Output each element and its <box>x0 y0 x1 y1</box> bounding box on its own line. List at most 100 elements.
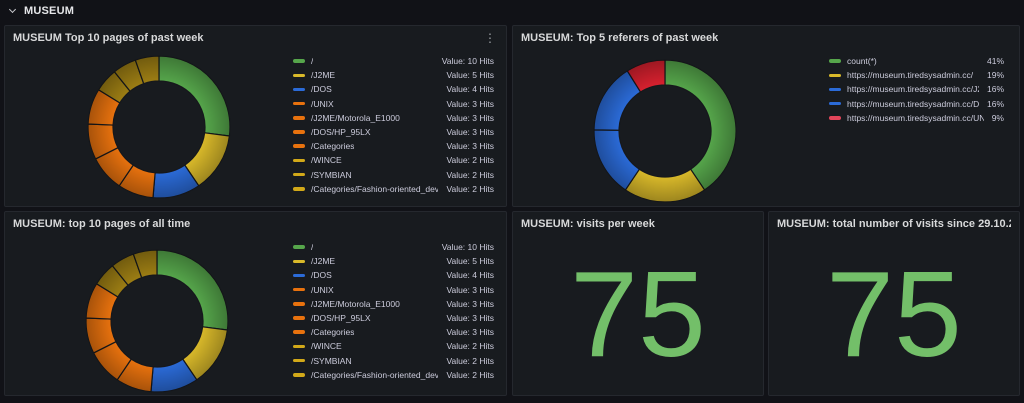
legend-value: Value: 2 Hits <box>446 341 494 352</box>
legend-item[interactable]: /J2ME Value: 5 Hits <box>293 68 494 82</box>
legend-label[interactable]: /J2ME <box>311 70 336 81</box>
legend-label[interactable]: /SYMBIAN <box>311 169 352 180</box>
panel-header[interactable]: MUSEUM: Top 5 referers of past week <box>513 26 1019 50</box>
legend-value: Value: 2 Hits <box>446 155 494 166</box>
legend-label[interactable]: https://museum.tiredsysadmin.cc/J2ME <box>847 84 979 95</box>
legend-item[interactable]: /UNIX Value: 3 Hits <box>293 97 494 111</box>
legend-swatch-icon <box>293 116 305 120</box>
legend-label[interactable]: /WINCE <box>311 155 342 166</box>
donut-slice[interactable] <box>158 55 231 137</box>
legend-swatch-icon <box>829 116 841 120</box>
legend-value: Value: 3 Hits <box>446 298 494 309</box>
legend-value: Value: 5 Hits <box>446 70 494 81</box>
donut-chart <box>83 247 231 395</box>
legend-swatch-icon <box>293 344 305 349</box>
legend-swatch-icon <box>293 158 305 163</box>
chart-legend: / Value: 10 Hits/J2ME Value: 5 Hits/DOS Val… <box>293 240 494 382</box>
legend-value: Value: 2 Hits <box>446 355 494 366</box>
legend-value: 16% <box>986 84 1004 95</box>
legend-label[interactable]: /J2ME <box>311 256 336 267</box>
legend-value: Value: 4 Hits <box>446 84 494 95</box>
legend-swatch-icon <box>293 73 305 78</box>
legend-item[interactable]: https://museum.tiredsysadmin.cc/J2ME 16% <box>829 82 1004 96</box>
legend-value: Value: 10 Hits <box>441 242 494 253</box>
panel-header[interactable]: MUSEUM: visits per week <box>513 212 763 236</box>
panel-title: MUSEUM: total number of visits since 29.… <box>777 218 1011 230</box>
stat-value: 75 <box>826 245 962 382</box>
legend-item[interactable]: /DOS/HP_95LX Value: 3 Hits <box>293 311 494 325</box>
legend-swatch-icon <box>293 172 305 177</box>
panel-top-pages-all-time: MUSEUM: top 10 pages of all time / Value:… <box>4 211 507 396</box>
panel-top-referers-week: MUSEUM: Top 5 referers of past week coun… <box>512 25 1020 207</box>
legend-item[interactable]: /J2ME/Motorola_E1000 Value: 3 Hits <box>293 297 494 311</box>
legend-label[interactable]: /DOS <box>311 270 332 281</box>
panel-menu-icon[interactable]: ⋮ <box>484 31 496 45</box>
legend-value: Value: 3 Hits <box>446 284 494 295</box>
legend-label[interactable]: /Categories/Fashion-oriented_devices <box>311 369 439 380</box>
legend-label[interactable]: /Categories <box>311 141 355 152</box>
donut-svg <box>593 59 737 203</box>
legend-swatch-icon <box>293 259 305 264</box>
legend-item[interactable]: /DOS Value: 4 Hits <box>293 82 494 96</box>
panel-header[interactable]: MUSEUM: total number of visits since 29.… <box>769 212 1019 236</box>
legend-value: 16% <box>986 98 1004 109</box>
legend-item[interactable]: /Categories/Fashion-oriented_devices Valu… <box>293 368 494 382</box>
donut-slice[interactable] <box>664 59 737 191</box>
legend-swatch-icon <box>293 130 305 134</box>
legend-item[interactable]: / Value: 10 Hits <box>293 54 494 68</box>
panel-header[interactable]: MUSEUM: top 10 pages of all time <box>5 212 506 236</box>
legend-label[interactable]: count(*) <box>847 56 877 67</box>
legend-item[interactable]: /J2ME Value: 5 Hits <box>293 254 494 268</box>
legend-label[interactable]: https://museum.tiredsysadmin.cc/ <box>847 70 974 81</box>
legend-label[interactable]: /UNIX <box>311 98 334 109</box>
legend-item[interactable]: https://museum.tiredsysadmin.cc/19% <box>829 68 1004 82</box>
legend-item[interactable]: /DOS/HP_95LX Value: 3 Hits <box>293 125 494 139</box>
legend-item[interactable]: /Categories Value: 3 Hits <box>293 139 494 153</box>
legend-label[interactable]: /Categories <box>311 327 355 338</box>
legend-value: Value: 2 Hits <box>446 183 494 194</box>
legend-item[interactable]: /Categories Value: 3 Hits <box>293 325 494 339</box>
legend-label[interactable]: /UNIX <box>311 284 334 295</box>
legend-swatch-icon <box>293 273 305 278</box>
legend-swatch-icon <box>293 316 305 320</box>
legend-item[interactable]: /UNIX Value: 3 Hits <box>293 283 494 297</box>
legend-item[interactable]: / Value: 10 Hits <box>293 240 494 254</box>
legend-swatch-icon <box>829 101 841 106</box>
panel-title: MUSEUM: Top 5 referers of past week <box>521 32 719 44</box>
panel-visits-total: MUSEUM: total number of visits since 29.… <box>768 211 1020 396</box>
legend-item[interactable]: /Categories/Fashion-oriented_devices Valu… <box>293 182 494 196</box>
legend-label[interactable]: /SYMBIAN <box>311 355 352 366</box>
legend-label[interactable]: /Categories/Fashion-oriented_devices <box>311 183 439 194</box>
legend-item[interactable]: /SYMBIAN Value: 2 Hits <box>293 168 494 182</box>
legend-item[interactable]: /SYMBIAN Value: 2 Hits <box>293 354 494 368</box>
donut-svg <box>85 249 229 393</box>
legend-label[interactable]: / <box>311 242 314 253</box>
legend-item[interactable]: /WINCE Value: 2 Hits <box>293 153 494 167</box>
legend-item[interactable]: /J2ME/Motorola_E1000 Value: 3 Hits <box>293 111 494 125</box>
chart-legend: count(*) 41% https://museum.tiredsysadmin.… <box>829 54 1004 125</box>
legend-label[interactable]: /DOS <box>311 84 332 95</box>
legend-label[interactable]: /J2ME/Motorola_E1000 <box>311 298 400 309</box>
legend-item[interactable]: https://museum.tiredsysadmin.cc/UNIX 9% <box>829 111 1004 125</box>
donut-svg <box>87 55 231 199</box>
legend-item[interactable]: count(*) 41% <box>829 54 1004 68</box>
legend-item[interactable]: /DOS Value: 4 Hits <box>293 268 494 282</box>
legend-label[interactable]: /DOS/HP_95LX <box>311 313 371 324</box>
stat-value: 75 <box>570 245 706 382</box>
panel-visits-per-week: MUSEUM: visits per week 75 <box>512 211 764 396</box>
legend-swatch-icon <box>293 87 305 92</box>
legend-label[interactable]: /J2ME/Motorola_E1000 <box>311 112 400 123</box>
legend-label[interactable]: https://museum.tiredsysadmin.cc/UNIX <box>847 112 984 123</box>
legend-label[interactable]: https://museum.tiredsysadmin.cc/DOS <box>847 98 979 109</box>
panel-title: MUSEUM: visits per week <box>521 218 655 230</box>
legend-label[interactable]: /DOS/HP_95LX <box>311 127 371 138</box>
panel-header[interactable]: MUSEUM Top 10 pages of past week ⋮ <box>5 26 506 50</box>
legend-label[interactable]: /WINCE <box>311 341 342 352</box>
donut-slice[interactable] <box>156 249 229 331</box>
donut-slice[interactable] <box>624 168 706 203</box>
legend-swatch-icon <box>293 59 305 63</box>
legend-item[interactable]: https://museum.tiredsysadmin.cc/DOS 16% <box>829 97 1004 111</box>
legend-label[interactable]: / <box>311 56 314 67</box>
legend-item[interactable]: /WINCE Value: 2 Hits <box>293 339 494 353</box>
row-header-museum[interactable]: MUSEUM <box>0 0 74 22</box>
